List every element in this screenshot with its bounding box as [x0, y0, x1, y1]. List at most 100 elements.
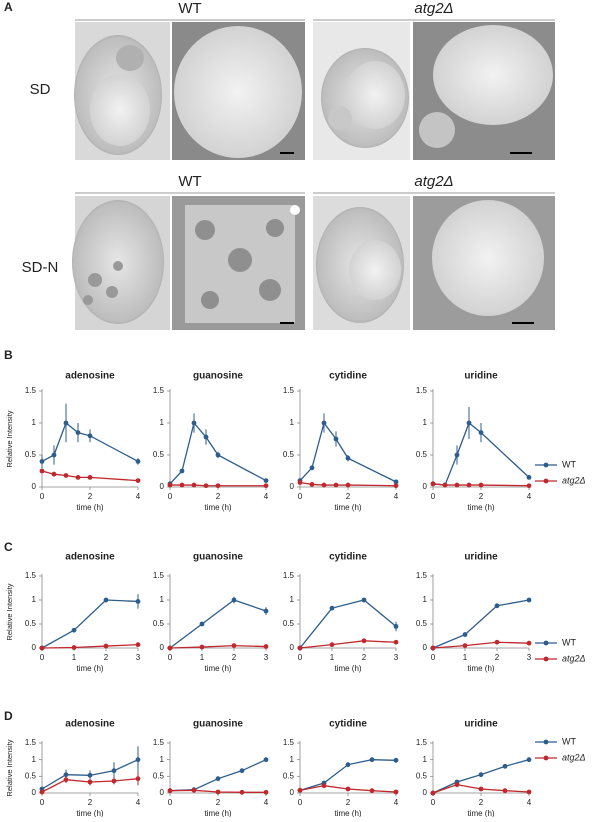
x-tick-label: 0 — [431, 492, 436, 501]
x-tick-label: 3 — [394, 653, 399, 662]
y-tick-label: 0 — [160, 482, 165, 491]
chart-title: adenosine — [65, 371, 115, 382]
header-lines — [75, 19, 555, 194]
x-tick-label: 3 — [264, 653, 269, 662]
y-tick-label: 1 — [290, 755, 295, 764]
x-tick-label: 0 — [298, 653, 303, 662]
data-point — [263, 608, 269, 614]
x-tick-label: 4 — [136, 798, 141, 807]
y-tick-label: 0.5 — [416, 450, 428, 459]
x-tick-label: 2 — [346, 798, 351, 807]
y-tick-label: 1.5 — [153, 738, 165, 747]
x-tick-label: 4 — [527, 492, 532, 501]
data-point — [329, 642, 335, 648]
y-tick-label: 0 — [160, 788, 165, 797]
data-point — [51, 452, 57, 458]
data-point — [191, 787, 197, 793]
legend-label: atg2Δ — [562, 752, 586, 762]
chart-title: guanosine — [193, 552, 243, 563]
data-point — [526, 475, 532, 480]
data-point — [263, 789, 269, 795]
legend-marker — [543, 656, 549, 662]
data-point — [393, 479, 399, 485]
data-point — [333, 436, 339, 442]
data-point — [309, 465, 315, 471]
data-point — [103, 643, 109, 649]
y-tick-label: 0.5 — [153, 619, 165, 628]
legend-marker — [543, 755, 549, 761]
data-point — [462, 643, 468, 648]
legend-marker — [543, 739, 549, 745]
y-tick-label: 1 — [32, 595, 37, 604]
data-point — [494, 603, 500, 609]
y-tick-label: 1 — [32, 755, 37, 764]
data-point — [263, 757, 269, 763]
data-point — [111, 778, 117, 784]
data-point — [239, 768, 245, 774]
y-tick-label: 1 — [423, 418, 428, 427]
data-point — [526, 640, 532, 646]
x-tick-label: 0 — [40, 492, 45, 501]
y-tick-label: 0.5 — [283, 619, 295, 628]
data-point — [215, 452, 221, 458]
data-point — [361, 638, 367, 644]
panel-label: D — [4, 709, 13, 723]
x-tick-label: 3 — [527, 653, 532, 662]
data-point — [309, 482, 315, 487]
chart-title: adenosine — [65, 552, 115, 563]
chart-title: cytidine — [329, 552, 367, 563]
x-axis-label: time (h) — [204, 664, 231, 673]
x-axis-label: time (h) — [204, 503, 231, 512]
x-tick-label: 0 — [168, 798, 173, 807]
data-point — [430, 481, 436, 487]
data-point — [393, 483, 399, 489]
chart-title: cytidine — [329, 719, 367, 730]
x-tick-label: 2 — [216, 798, 221, 807]
data-point — [203, 434, 209, 440]
data-point — [297, 645, 303, 651]
data-point — [345, 786, 351, 792]
data-point — [526, 789, 532, 795]
y-tick-label: 0.5 — [153, 450, 165, 459]
x-tick-label: 4 — [264, 798, 269, 807]
chart-title: guanosine — [193, 371, 243, 382]
y-tick-label: 1 — [290, 418, 295, 427]
data-point — [361, 597, 367, 603]
y-tick-label: 0 — [423, 788, 428, 797]
panel-label: C — [4, 540, 13, 554]
x-axis-label: time (h) — [76, 809, 103, 817]
y-tick-label: 0.5 — [25, 619, 37, 628]
data-point — [63, 777, 69, 783]
data-point — [393, 789, 399, 795]
y-axis-label: Relative Intensity — [5, 410, 14, 467]
chart-title: uridine — [464, 552, 498, 563]
y-tick-label: 1 — [290, 595, 295, 604]
data-point — [478, 786, 484, 792]
data-point — [526, 757, 532, 763]
data-point — [297, 787, 303, 793]
data-point — [321, 783, 327, 789]
data-point — [135, 757, 141, 763]
data-point — [215, 483, 221, 489]
data-point — [167, 482, 173, 488]
chart-title: guanosine — [193, 719, 243, 730]
data-point — [263, 483, 269, 489]
data-point — [135, 478, 141, 483]
x-tick-label: 0 — [298, 798, 303, 807]
x-tick-label: 2 — [104, 653, 109, 662]
data-point — [167, 788, 173, 794]
data-point — [39, 789, 45, 795]
data-point — [135, 599, 141, 604]
y-axis-label: Relative Intensity — [5, 739, 14, 796]
data-point — [454, 482, 460, 488]
legend-label: atg2Δ — [562, 475, 586, 485]
series-line: WT — [432, 599, 530, 649]
x-tick-label: 0 — [40, 798, 45, 807]
data-point — [466, 482, 472, 488]
x-tick-label: 4 — [136, 492, 141, 501]
x-axis-label: time (h) — [334, 809, 361, 817]
x-tick-label: 2 — [479, 798, 484, 807]
data-point — [203, 483, 209, 489]
data-point — [199, 621, 205, 627]
